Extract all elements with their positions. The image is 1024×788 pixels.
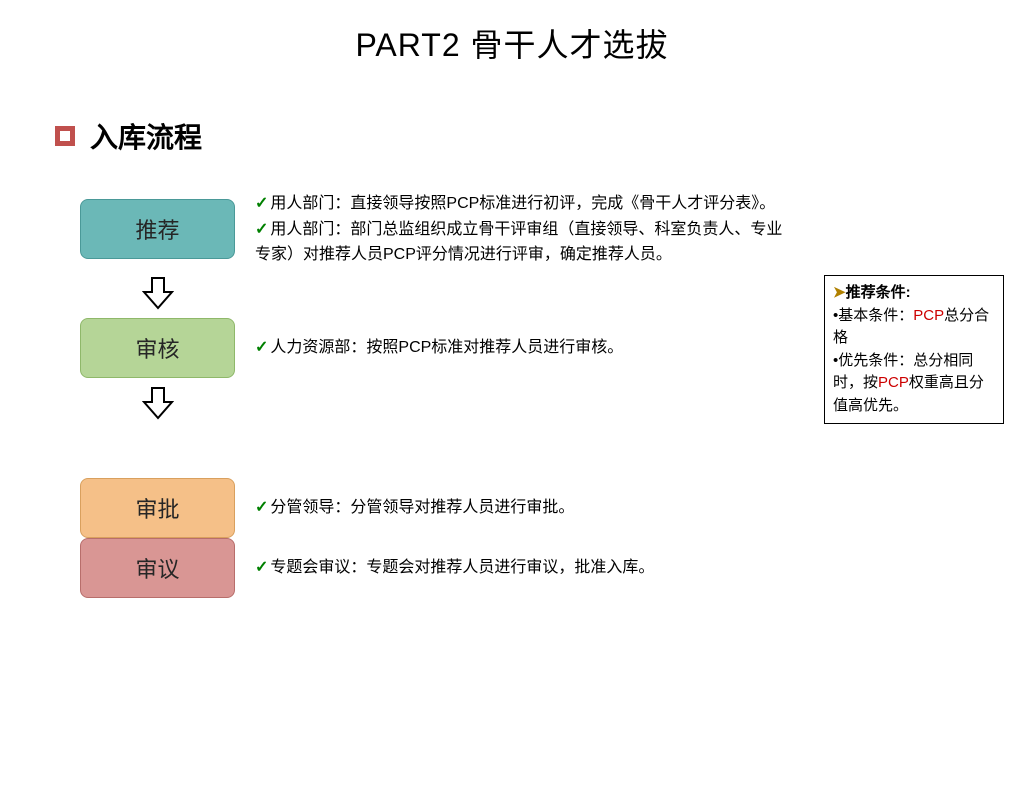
side-note-box: ➤推荐条件:•基本条件：PCP总分合格•优先条件：总分相同时，按PCP权重高且分… <box>824 275 1004 424</box>
page-title: PART2 骨干人才选拔 <box>0 20 1024 66</box>
arrow-right-icon: ➤ <box>833 284 846 301</box>
flow-description: ✓用人部门：直接领导按照PCP标准进行初评，完成《骨干人才评分表》。✓用人部门：… <box>255 191 785 268</box>
flow-box-red: 审议 <box>80 538 235 598</box>
section-title: 入库流程 <box>90 116 202 156</box>
flow-box-teal: 推荐 <box>80 199 235 259</box>
flow-description: ✓分管领导：分管领导对推荐人员进行审批。 <box>255 495 574 521</box>
flow-box-orange: 审批 <box>80 478 235 538</box>
flow-step: 推荐 ✓用人部门：直接领导按照PCP标准进行初评，完成《骨干人才评分表》。✓用人部… <box>80 191 1024 268</box>
check-icon: ✓ <box>255 499 268 516</box>
flow-step: 审批 ✓分管领导：分管领导对推荐人员进行审批。 <box>80 478 1024 538</box>
section-header: 入库流程 <box>55 116 1024 156</box>
flow-description: ✓人力资源部：按照PCP标准对推荐人员进行审核。 <box>255 335 623 361</box>
flow-step: 审议 ✓专题会审议：专题会对推荐人员进行审议，批准入库。 <box>80 538 1024 598</box>
arrow-down-icon <box>80 268 235 318</box>
check-icon: ✓ <box>255 195 268 212</box>
flow-description: ✓专题会审议：专题会对推荐人员进行审议，批准入库。 <box>255 555 654 581</box>
check-icon: ✓ <box>255 221 268 238</box>
check-icon: ✓ <box>255 559 268 576</box>
arrow-down-icon <box>80 378 235 428</box>
flow-box-green: 审核 <box>80 318 235 378</box>
check-icon: ✓ <box>255 339 268 356</box>
section-bullet-icon <box>55 126 75 146</box>
